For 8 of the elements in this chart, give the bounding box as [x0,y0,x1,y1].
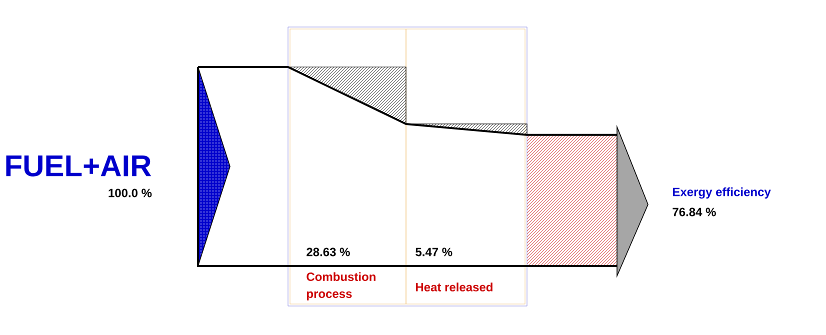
data-label: 76.84 % [672,208,716,216]
category-label: Combustion process [306,272,376,300]
category-label: Exergy efficiency [673,187,771,199]
data-label: 28.63 % [306,248,350,256]
data-label: 100.0 % [108,188,152,198]
data-label: 5.47 % [416,248,452,256]
category-label: FUEL+AIR [6,156,152,176]
category-label: Heat released [416,282,492,292]
